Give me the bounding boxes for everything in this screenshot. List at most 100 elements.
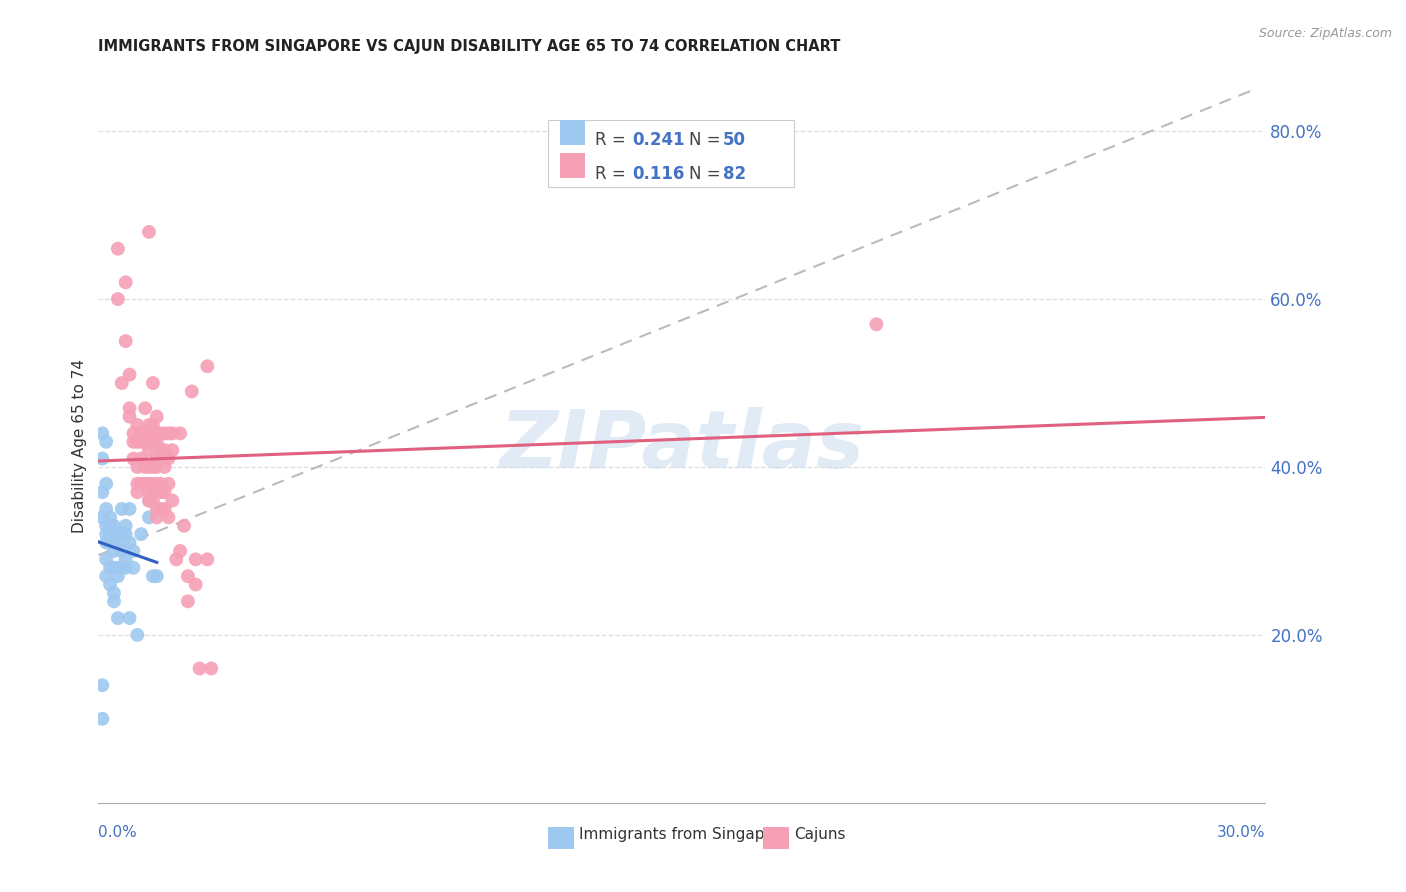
Text: 30.0%: 30.0%	[1218, 825, 1265, 840]
Point	[122, 451, 145, 466]
Point	[153, 460, 176, 475]
Point	[157, 451, 180, 466]
Point	[107, 611, 129, 625]
Point	[91, 451, 114, 466]
Point	[114, 560, 136, 574]
Point	[195, 359, 218, 374]
Text: ZIPatlas: ZIPatlas	[499, 407, 865, 485]
Point	[142, 569, 165, 583]
Point	[153, 502, 176, 516]
Point	[129, 527, 152, 541]
Text: IMMIGRANTS FROM SINGAPORE VS CAJUN DISABILITY AGE 65 TO 74 CORRELATION CHART: IMMIGRANTS FROM SINGAPORE VS CAJUN DISAB…	[98, 38, 841, 54]
Point	[114, 275, 136, 289]
Point	[122, 544, 145, 558]
Point	[107, 527, 129, 541]
Point	[142, 485, 165, 500]
Point	[157, 510, 180, 524]
Point	[114, 527, 136, 541]
Point	[142, 434, 165, 449]
Point	[91, 485, 114, 500]
Point	[184, 552, 207, 566]
Text: 82: 82	[723, 165, 745, 183]
Point	[127, 417, 149, 432]
Point	[157, 476, 180, 491]
Point	[169, 426, 191, 441]
Point	[96, 518, 118, 533]
Point	[153, 443, 176, 458]
Point	[103, 518, 125, 533]
Point	[103, 594, 125, 608]
Text: Source: ZipAtlas.com: Source: ZipAtlas.com	[1258, 27, 1392, 40]
Point	[98, 518, 121, 533]
Point	[98, 577, 121, 591]
Point	[96, 527, 118, 541]
Point	[138, 476, 160, 491]
Point	[865, 318, 887, 332]
Point	[118, 611, 141, 625]
Point	[103, 535, 125, 549]
Point	[162, 493, 184, 508]
Point	[153, 485, 176, 500]
Point	[122, 434, 145, 449]
Point	[118, 409, 141, 424]
Point	[138, 485, 160, 500]
Point	[146, 502, 169, 516]
Point	[111, 376, 134, 390]
Point	[149, 485, 172, 500]
Point	[134, 460, 156, 475]
Point	[111, 544, 134, 558]
Point	[98, 535, 121, 549]
Point	[91, 426, 114, 441]
Point	[122, 560, 145, 574]
Point	[127, 485, 149, 500]
Point	[142, 476, 165, 491]
Point	[149, 426, 172, 441]
Point	[91, 510, 114, 524]
Point	[146, 434, 169, 449]
Point	[162, 426, 184, 441]
Point	[157, 426, 180, 441]
Point	[127, 460, 149, 475]
Point	[165, 552, 187, 566]
Point	[129, 426, 152, 441]
Point	[129, 434, 152, 449]
Point	[118, 368, 141, 382]
Point	[200, 661, 222, 675]
Point	[122, 426, 145, 441]
Point	[107, 535, 129, 549]
Point	[107, 242, 129, 256]
Point	[96, 476, 118, 491]
Point	[107, 560, 129, 574]
Point	[149, 451, 172, 466]
Point	[127, 434, 149, 449]
Point	[98, 560, 121, 574]
Point	[134, 401, 156, 416]
Point	[96, 552, 118, 566]
Point	[146, 409, 169, 424]
Point	[169, 544, 191, 558]
Point	[129, 451, 152, 466]
Point	[118, 502, 141, 516]
Point	[96, 434, 118, 449]
Y-axis label: Disability Age 65 to 74: Disability Age 65 to 74	[72, 359, 87, 533]
Text: R =: R =	[595, 165, 631, 183]
Point	[138, 426, 160, 441]
Point	[96, 535, 118, 549]
Point	[146, 451, 169, 466]
Text: N =: N =	[689, 131, 725, 149]
Point	[184, 577, 207, 591]
Point	[153, 426, 176, 441]
Text: 0.241: 0.241	[633, 131, 685, 149]
Point	[149, 502, 172, 516]
Point	[111, 527, 134, 541]
Point	[91, 678, 114, 692]
Point	[107, 292, 129, 306]
Point	[111, 560, 134, 574]
Point	[114, 518, 136, 533]
Point	[149, 443, 172, 458]
Point	[138, 460, 160, 475]
Point	[118, 401, 141, 416]
Point	[146, 426, 169, 441]
Text: 0.116: 0.116	[633, 165, 685, 183]
Point	[142, 426, 165, 441]
